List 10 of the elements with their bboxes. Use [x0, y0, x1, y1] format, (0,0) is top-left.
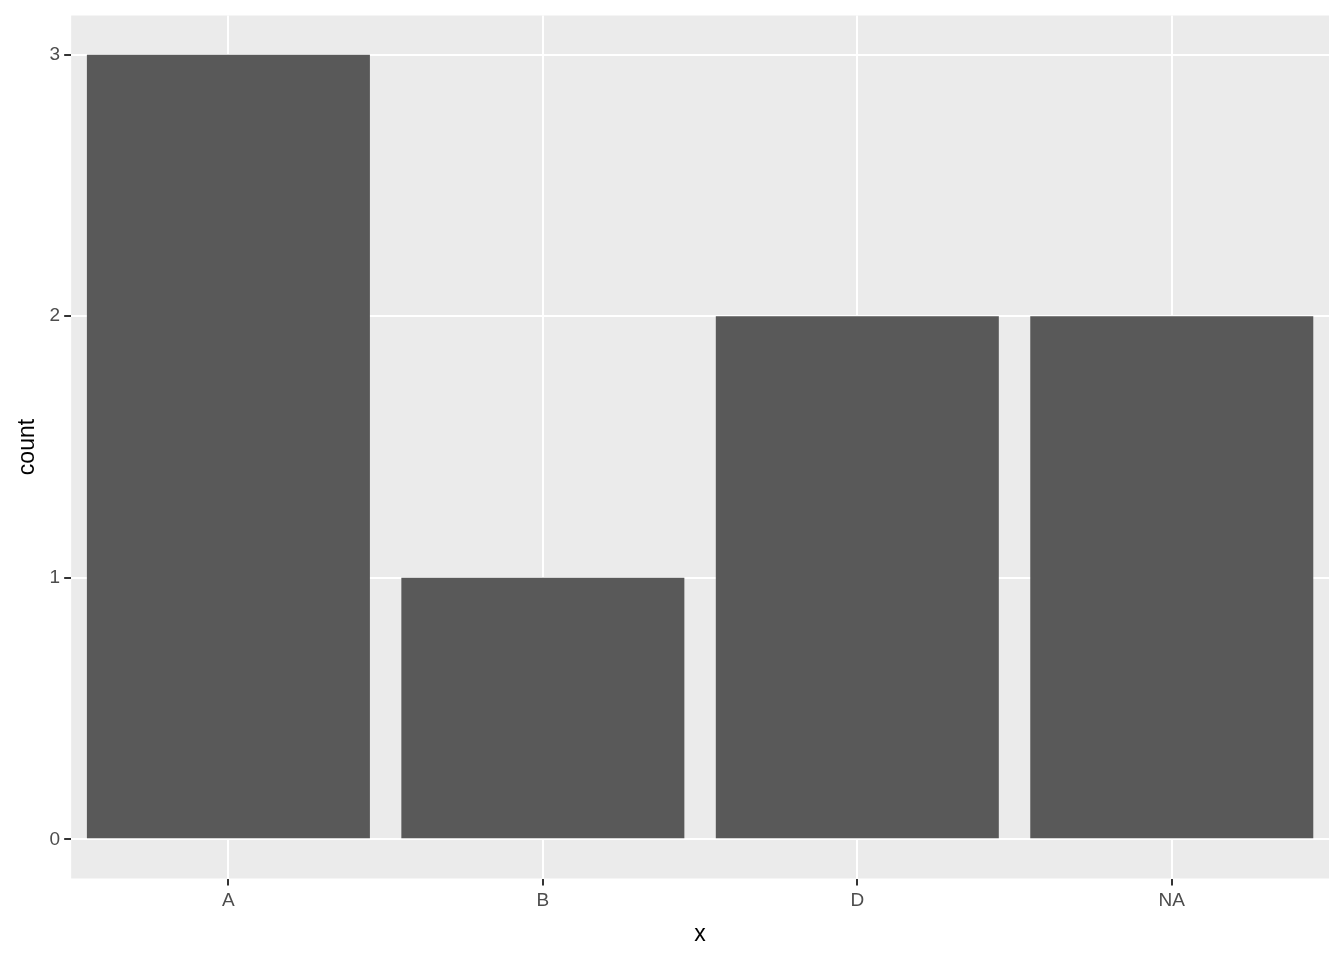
y-axis-title: count — [13, 418, 40, 476]
x-tick-label: B — [536, 889, 550, 911]
y-tick-label: 0 — [49, 827, 61, 849]
y-tick-label: 2 — [49, 304, 61, 326]
y-tick-label: 3 — [49, 42, 61, 64]
x-tick-label: NA — [1158, 889, 1186, 911]
x-axis-title: x — [694, 919, 707, 946]
x-tick-label: D — [850, 889, 865, 911]
y-tick-label: 1 — [49, 566, 61, 588]
x-tick-label: A — [222, 889, 236, 911]
